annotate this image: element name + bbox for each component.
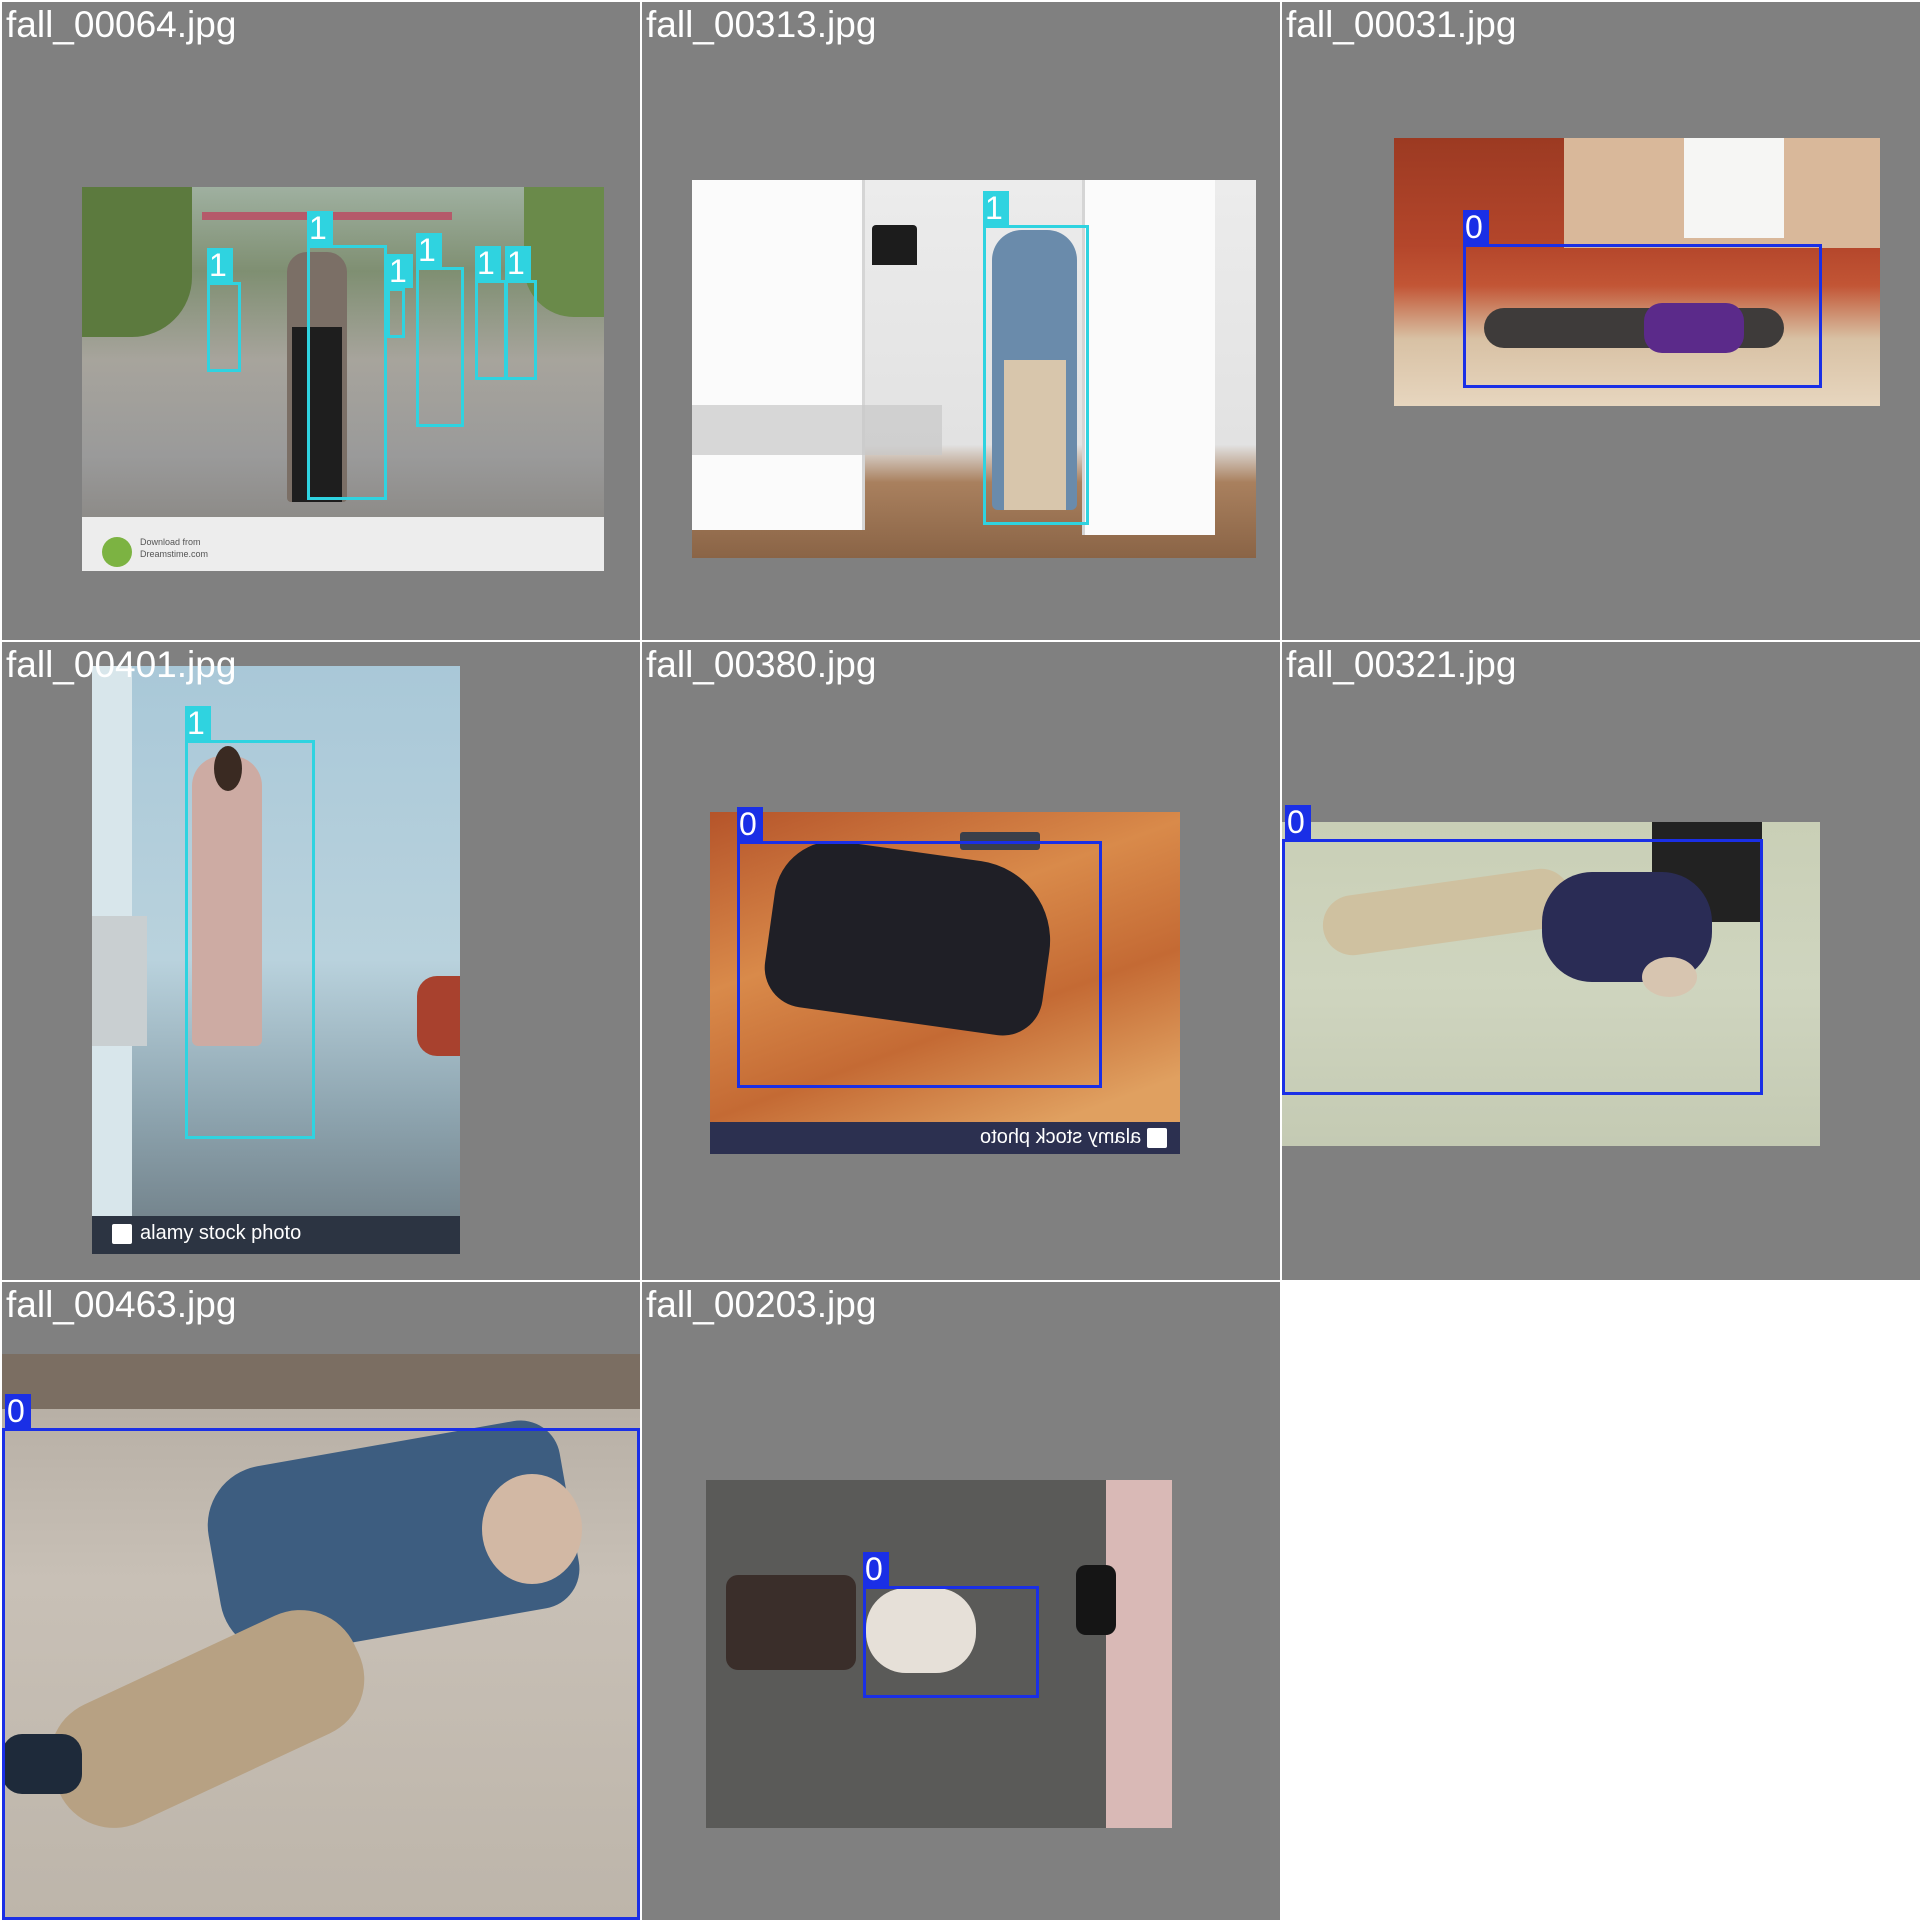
bbox-class-1: 1: [475, 246, 507, 380]
bbox-class-1: 1: [387, 254, 413, 338]
photo-man-on-floor: [1394, 138, 1880, 406]
bbox-class-1: 1: [185, 706, 315, 1139]
bbox-label: 0: [737, 807, 763, 841]
tile-fall-00321: 0 fall_00321.jpg: [1282, 642, 1920, 1280]
filename-label: fall_00463.jpg: [6, 1284, 237, 1325]
filename-label: fall_00401.jpg: [6, 644, 237, 685]
bbox-class-1: 1: [505, 246, 537, 380]
bbox-class-1: 1: [307, 211, 387, 500]
watermark-text: alamy stock photo: [140, 1222, 302, 1244]
bbox-class-0: 0: [863, 1552, 1039, 1698]
photo-man-holding-knee: [2, 1354, 640, 1920]
bbox-label: 1: [307, 211, 333, 245]
bbox-label: 1: [505, 246, 531, 280]
tile-fall-00463: 0 fall_00463.jpg: [2, 1282, 640, 1920]
filename-label: fall_00031.jpg: [1286, 4, 1517, 45]
bbox-label: 1: [207, 248, 233, 282]
filename-label: fall_00380.jpg: [646, 644, 877, 685]
filename-label: fall_00203.jpg: [646, 1284, 877, 1325]
tile-fall-00203: 0 fall_00203.jpg: [642, 1282, 1280, 1920]
tile-fall-00380: alamy stock photo 0 fall_00380.jpg: [642, 642, 1280, 1280]
bbox-label: 1: [185, 706, 211, 740]
tile-fall-00031: 0 fall_00031.jpg: [1282, 2, 1920, 640]
bbox-label: 0: [863, 1552, 889, 1586]
tile-fall-00064: Download from Dreamstime.com 1 1 1 1 1 1…: [2, 2, 640, 640]
filename-label: fall_00064.jpg: [6, 4, 237, 45]
bbox-label: 1: [475, 246, 501, 280]
photo-overhead-room: [706, 1480, 1172, 1828]
photo-man-doorway: [692, 180, 1256, 558]
bbox-class-0: 0: [2, 1394, 640, 1920]
bbox-class-0: 0: [1282, 805, 1763, 1095]
tile-fall-00313: 1 fall_00313.jpg: [642, 2, 1280, 640]
photo-woman-standing: alamy stock photo: [92, 666, 460, 1254]
bbox-label: 0: [1285, 805, 1311, 839]
bbox-label: 1: [983, 191, 1009, 225]
filename-label: fall_00321.jpg: [1286, 644, 1517, 685]
watermark-text-mirrored: alamy stock photo: [980, 1126, 1142, 1148]
bbox-class-0: 0: [737, 807, 1102, 1088]
bbox-label: 1: [387, 254, 413, 288]
bbox-class-1: 1: [207, 248, 241, 372]
tile-fall-00401: alamy stock photo 1 fall_00401.jpg: [2, 642, 640, 1280]
bbox-label: 0: [1463, 210, 1489, 244]
bbox-class-1: 1: [416, 233, 464, 427]
bbox-label: 0: [5, 1394, 31, 1428]
bbox-class-1: 1: [983, 191, 1089, 525]
bbox-label: 1: [416, 233, 442, 267]
filename-label: fall_00313.jpg: [646, 4, 877, 45]
bbox-class-0: 0: [1463, 210, 1822, 388]
